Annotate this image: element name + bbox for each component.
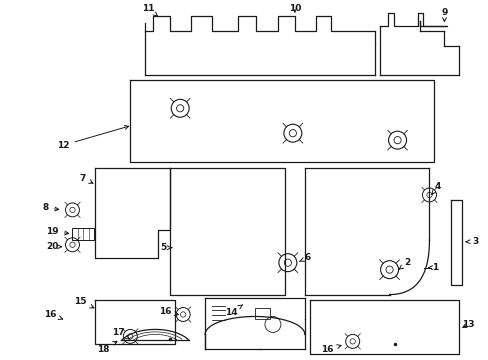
- Text: 16: 16: [159, 307, 178, 316]
- Text: 13: 13: [461, 320, 474, 329]
- Text: 12: 12: [57, 126, 128, 150]
- Text: 7: 7: [79, 174, 93, 183]
- Text: 17: 17: [112, 328, 130, 339]
- Text: 2: 2: [398, 258, 410, 269]
- Text: 16: 16: [321, 345, 340, 354]
- Text: 4: 4: [431, 183, 440, 194]
- Text: 11: 11: [142, 4, 157, 16]
- Text: 19: 19: [46, 227, 68, 236]
- Text: 8: 8: [42, 203, 59, 212]
- Text: 1: 1: [427, 263, 438, 272]
- Text: 6: 6: [299, 253, 310, 262]
- Text: 5: 5: [160, 243, 172, 252]
- Bar: [72, 228, 94, 240]
- Text: 15: 15: [74, 297, 94, 308]
- Text: 3: 3: [465, 237, 477, 246]
- Text: 18: 18: [97, 341, 117, 354]
- Text: 10: 10: [288, 4, 301, 13]
- Text: 14: 14: [224, 305, 242, 317]
- Text: 9: 9: [440, 8, 447, 22]
- Bar: [254, 307, 269, 319]
- Text: 20: 20: [46, 242, 61, 251]
- Text: 16: 16: [44, 310, 62, 319]
